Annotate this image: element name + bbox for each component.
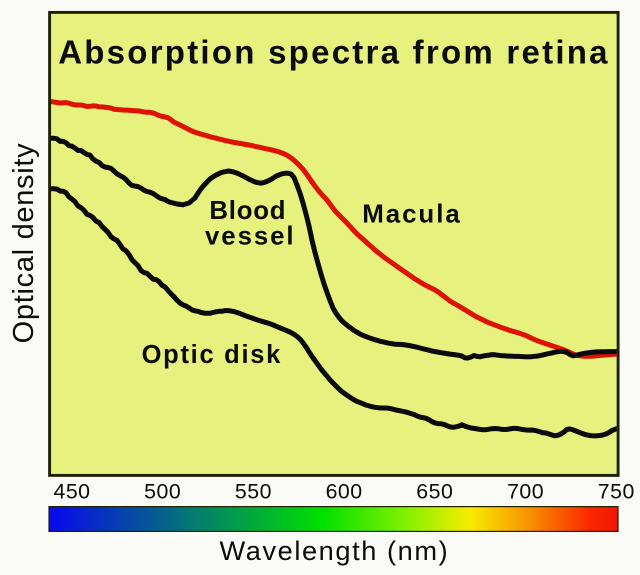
svg-text:450: 450 xyxy=(53,480,90,504)
svg-text:Wavelength (nm): Wavelength (nm) xyxy=(220,535,450,566)
svg-text:vessel: vessel xyxy=(205,222,296,250)
svg-text:Absorption spectra from retina: Absorption spectra from retina xyxy=(58,34,610,71)
svg-text:Optic disk: Optic disk xyxy=(142,341,282,369)
svg-text:600: 600 xyxy=(326,480,363,504)
svg-text:Optical density: Optical density xyxy=(8,143,40,344)
svg-text:Macula: Macula xyxy=(362,200,462,228)
svg-text:650: 650 xyxy=(416,480,453,504)
svg-text:Blood: Blood xyxy=(209,197,286,225)
svg-text:500: 500 xyxy=(144,480,181,504)
svg-text:550: 550 xyxy=(235,480,272,504)
svg-text:750: 750 xyxy=(598,480,635,504)
svg-text:700: 700 xyxy=(507,480,544,504)
